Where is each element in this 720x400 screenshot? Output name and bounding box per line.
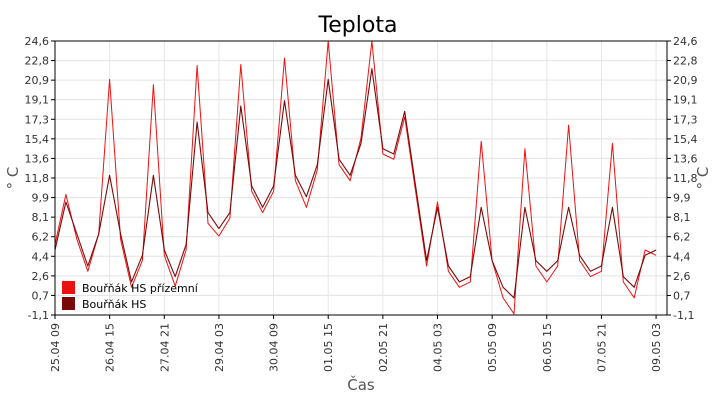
y-tick-label-right: 20,9 (673, 74, 698, 87)
y-tick-label-left: 13,6 (25, 152, 50, 165)
y-tick-label-left: 20,9 (25, 74, 50, 87)
y-tick-label-left: 6,2 (32, 231, 50, 244)
y-tick-label-left: 17,3 (25, 113, 50, 126)
x-tick-label: 26.04 15 (104, 323, 117, 372)
x-tick-label: 27.04 21 (158, 323, 171, 372)
y-tick-label-left: 24,6 (25, 35, 50, 48)
x-tick-label: 06.05 15 (541, 323, 554, 372)
x-tick-label: 04.05 03 (432, 323, 445, 372)
y-tick-label-right: 9,9 (673, 192, 691, 205)
y-tick-label-right: 19,1 (673, 94, 698, 107)
y-tick-label-right: 15,4 (673, 133, 698, 146)
series-line-2 (54, 68, 657, 299)
y-tick-label-left: 9,9 (32, 192, 50, 205)
y-tick-label-left: 15,4 (25, 133, 50, 146)
y-tick-label-right: 0,7 (673, 289, 691, 302)
y-tick-label-left: 22,8 (25, 55, 50, 68)
x-tick-label: 05.05 09 (486, 323, 499, 372)
y-tick-label-right: 4,4 (673, 250, 691, 263)
legend: Bouřňák HS přízemní Bouřňák HS (62, 281, 199, 311)
x-axis-title: Čas (347, 375, 375, 394)
y-tick-label-right: 6,2 (673, 231, 691, 244)
y-tick-label-left: 2,6 (32, 270, 50, 283)
y-tick-label-right: 8,1 (673, 211, 691, 224)
legend-swatch-1 (62, 281, 75, 294)
y-tick-label-right: 2,6 (673, 270, 691, 283)
y-tick-label-left: 19,1 (25, 94, 50, 107)
chart-title: Teplota (318, 13, 398, 38)
y-tick-label-right: 13,6 (673, 152, 698, 165)
y-tick-label-left: 4,4 (32, 250, 50, 263)
y-tick-label-left: 0,7 (32, 289, 50, 302)
legend-label-1: Bouřňák HS přízemní (82, 282, 199, 295)
axis-layer: -1,1 -1,1 0,7 0,7 2,6 2,6 4,4 4,4 6,2 6,2 8,1 8,1 9,… (25, 35, 698, 372)
y-tick-label-right: 17,3 (673, 113, 698, 126)
x-tick-label: 25.04 09 (49, 323, 62, 372)
y-tick-label-right: 22,8 (673, 55, 698, 68)
series-layer (54, 40, 657, 315)
y-tick-label-left: 11,8 (25, 172, 50, 185)
y-axis-title: ° C (4, 167, 22, 190)
x-tick-label: 02.05 21 (377, 323, 390, 372)
y-axis-title-right: ° C (694, 167, 712, 190)
legend-label-2: Bouřňák HS (82, 298, 146, 311)
x-tick-label: 30.04 09 (268, 323, 281, 372)
legend-swatch-2 (62, 297, 75, 310)
x-tick-label: 01.05 15 (322, 323, 335, 372)
y-tick-label-left: 8,1 (32, 211, 50, 224)
x-tick-label: 07.05 21 (595, 323, 608, 372)
y-tick-label-left: -1,1 (28, 309, 49, 322)
x-tick-label: 29.04 03 (213, 323, 226, 372)
y-tick-label-right: 11,8 (673, 172, 698, 185)
y-tick-label-right: -1,1 (673, 309, 694, 322)
y-tick-label-right: 24,6 (673, 35, 698, 48)
x-tick-label: 09.05 03 (650, 323, 663, 372)
